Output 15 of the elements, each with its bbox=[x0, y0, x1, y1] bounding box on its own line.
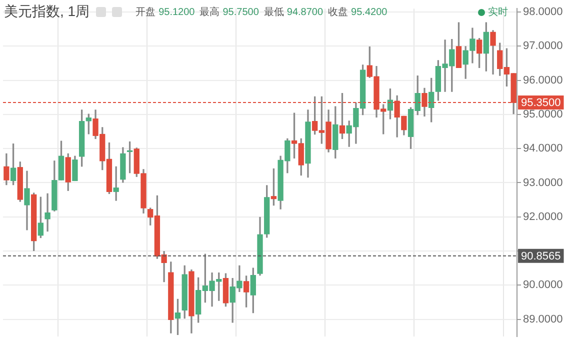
y-tick-label: 96.0000 bbox=[523, 74, 563, 86]
y-tick-label: 90.0000 bbox=[523, 279, 563, 292]
y-tick-label: 98.0000 bbox=[523, 6, 563, 18]
annotation: 实时 bbox=[488, 6, 508, 19]
chart-title: 美元指数, 1周 bbox=[4, 3, 90, 21]
annotation: 开盘 95.1200 最高 95.7500 最低 94.8700 收盘 95.4200 bbox=[136, 7, 388, 18]
y-tick-label: 97.0000 bbox=[523, 40, 563, 52]
y-tick-label: 95.0000 bbox=[523, 108, 563, 120]
y-tick-label: 89.0000 bbox=[523, 313, 563, 326]
y-tick-label: 93.0000 bbox=[523, 176, 563, 189]
y-tick-label: 92.0000 bbox=[523, 210, 563, 223]
ref-line-label: 95.3500 bbox=[521, 97, 561, 110]
ref-line-label: 90.8565 bbox=[521, 250, 561, 262]
y-tick-label: 94.0000 bbox=[523, 142, 563, 155]
candlestick bbox=[44, 193, 50, 232]
